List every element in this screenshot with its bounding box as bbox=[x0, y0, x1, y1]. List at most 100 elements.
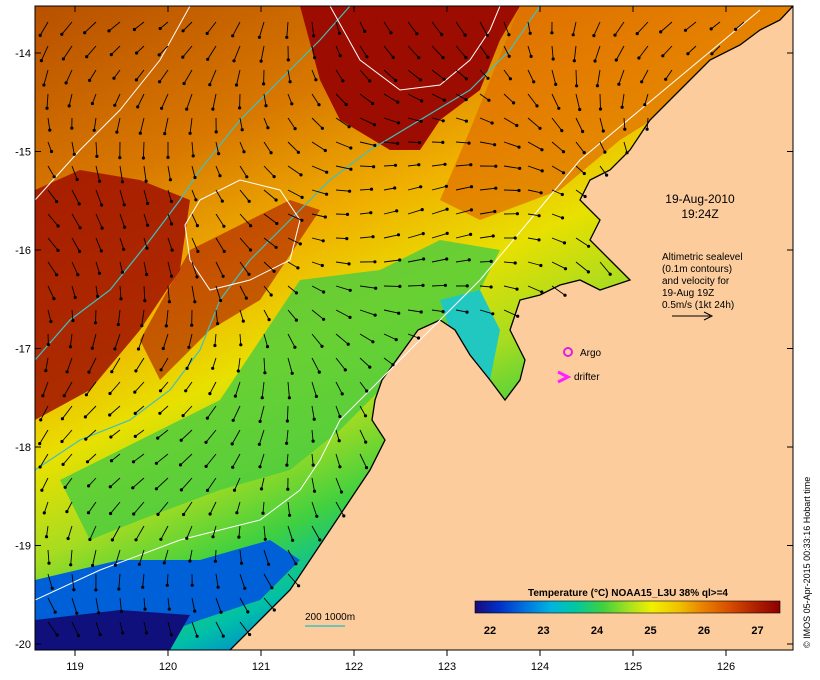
velocity-arrow-head bbox=[421, 232, 425, 236]
lat-tick-label: -19 bbox=[15, 541, 31, 553]
lon-tick-label: 121 bbox=[252, 661, 270, 673]
velocity-arrow bbox=[215, 309, 219, 324]
velocity-arrow-head bbox=[44, 535, 49, 539]
velocity-arrow bbox=[359, 285, 376, 289]
velocity-arrow bbox=[335, 477, 342, 493]
velocity-arrow bbox=[135, 525, 145, 541]
velocity-arrow-head bbox=[196, 249, 200, 253]
velocity-arrow-head bbox=[349, 167, 353, 171]
velocity-arrow-head bbox=[190, 323, 194, 327]
velocity-arrow bbox=[95, 213, 103, 229]
velocity-arrow-head bbox=[45, 106, 49, 110]
bathymetry-200m bbox=[35, 6, 541, 471]
velocity-arrow-head bbox=[178, 463, 183, 467]
velocity-arrow bbox=[143, 237, 148, 249]
velocity-arrow-head bbox=[41, 394, 45, 398]
velocity-arrow-head bbox=[617, 82, 621, 86]
velocity-arrow bbox=[287, 165, 302, 176]
velocity-arrow-head bbox=[109, 511, 113, 516]
velocity-arrow bbox=[93, 117, 97, 131]
velocity-arrow bbox=[479, 211, 495, 215]
velocity-arrow bbox=[263, 165, 275, 177]
velocity-arrow bbox=[286, 21, 289, 38]
lat-tick-label: -14 bbox=[15, 48, 31, 60]
velocity-arrow bbox=[527, 21, 531, 34]
velocity-arrow-head bbox=[259, 487, 264, 491]
velocity-arrow bbox=[431, 258, 447, 263]
velocity-arrow-head bbox=[257, 35, 261, 39]
velocity-arrow-head bbox=[83, 31, 87, 35]
velocity-arrow bbox=[233, 45, 241, 61]
velocity-arrow bbox=[479, 235, 494, 239]
velocity-arrow bbox=[575, 261, 589, 273]
velocity-arrow-head bbox=[441, 140, 445, 144]
velocity-arrow bbox=[551, 261, 566, 270]
velocity-arrow-head bbox=[529, 54, 533, 59]
velocity-arrow bbox=[479, 309, 493, 315]
velocity-arrow bbox=[143, 621, 147, 634]
velocity-arrow-head bbox=[107, 29, 111, 33]
velocity-arrow-head bbox=[241, 319, 245, 323]
velocity-arrow bbox=[359, 117, 375, 126]
velocity-arrow bbox=[109, 381, 121, 394]
velocity-arrow-head bbox=[575, 84, 579, 88]
velocity-arrow bbox=[614, 21, 625, 36]
velocity-arrow-head bbox=[288, 80, 292, 84]
velocity-arrow bbox=[287, 357, 293, 374]
velocity-arrow bbox=[335, 261, 350, 265]
velocity-arrow bbox=[359, 141, 375, 146]
velocity-arrow bbox=[407, 21, 418, 34]
velocity-arrow bbox=[455, 69, 467, 80]
velocity-arrow-head bbox=[517, 145, 521, 149]
velocity-arrow-head bbox=[68, 345, 72, 349]
velocity-arrow-head bbox=[160, 106, 164, 110]
velocity-arrow bbox=[407, 141, 420, 144]
velocity-arrow-head bbox=[372, 123, 377, 127]
velocity-arrow bbox=[261, 381, 265, 398]
velocity-arrow-head bbox=[216, 585, 220, 589]
velocity-arrow bbox=[335, 501, 345, 517]
velocity-arrow bbox=[287, 69, 291, 82]
velocity-arrow bbox=[215, 213, 225, 227]
velocity-arrow-head bbox=[38, 33, 42, 38]
velocity-arrow bbox=[138, 549, 145, 565]
velocity-arrow-head bbox=[608, 272, 612, 276]
velocity-arrow bbox=[61, 21, 73, 35]
sealevel-contour bbox=[35, 6, 191, 201]
velocity-arrow-head bbox=[158, 26, 162, 31]
colorbar-scale bbox=[474, 600, 781, 614]
velocity-arrow-head bbox=[640, 80, 644, 84]
velocity-arrow-head bbox=[91, 563, 95, 568]
velocity-arrow-head bbox=[38, 442, 42, 446]
velocity-arrow-head bbox=[110, 538, 114, 542]
velocity-arrow bbox=[70, 549, 73, 565]
velocity-arrow bbox=[209, 501, 217, 515]
velocity-arrow bbox=[383, 21, 392, 33]
velocity-arrow-head bbox=[443, 162, 447, 166]
velocity-arrow-head bbox=[532, 80, 536, 84]
velocity-arrow-head bbox=[661, 54, 665, 58]
velocity-arrow-head bbox=[39, 418, 43, 422]
velocity-arrow-head bbox=[417, 56, 421, 60]
velocity-arrow bbox=[132, 477, 145, 489]
velocity-arrow-head bbox=[60, 32, 64, 36]
velocity-arrow bbox=[407, 258, 424, 263]
velocity-arrow-head bbox=[50, 586, 54, 590]
velocity-arrow-head bbox=[238, 106, 242, 110]
velocity-arrow-head bbox=[345, 237, 349, 241]
velocity-arrow bbox=[88, 357, 97, 373]
velocity-arrow-head bbox=[322, 317, 326, 321]
velocity-arrow-head bbox=[348, 315, 352, 319]
velocity-arrow bbox=[527, 117, 541, 129]
velocity-arrow-head bbox=[578, 107, 582, 112]
velocity-arrow bbox=[39, 453, 49, 468]
velocity-arrow bbox=[263, 237, 277, 248]
velocity-arrow-head bbox=[211, 366, 215, 370]
velocity-arrow bbox=[311, 525, 321, 541]
velocity-arrow bbox=[311, 21, 315, 36]
velocity-arrow-head bbox=[190, 583, 194, 587]
velocity-arrow-head bbox=[419, 119, 423, 123]
velocity-arrow-head bbox=[581, 129, 585, 134]
velocity-arrow bbox=[287, 525, 294, 541]
velocity-arrow bbox=[644, 93, 649, 105]
